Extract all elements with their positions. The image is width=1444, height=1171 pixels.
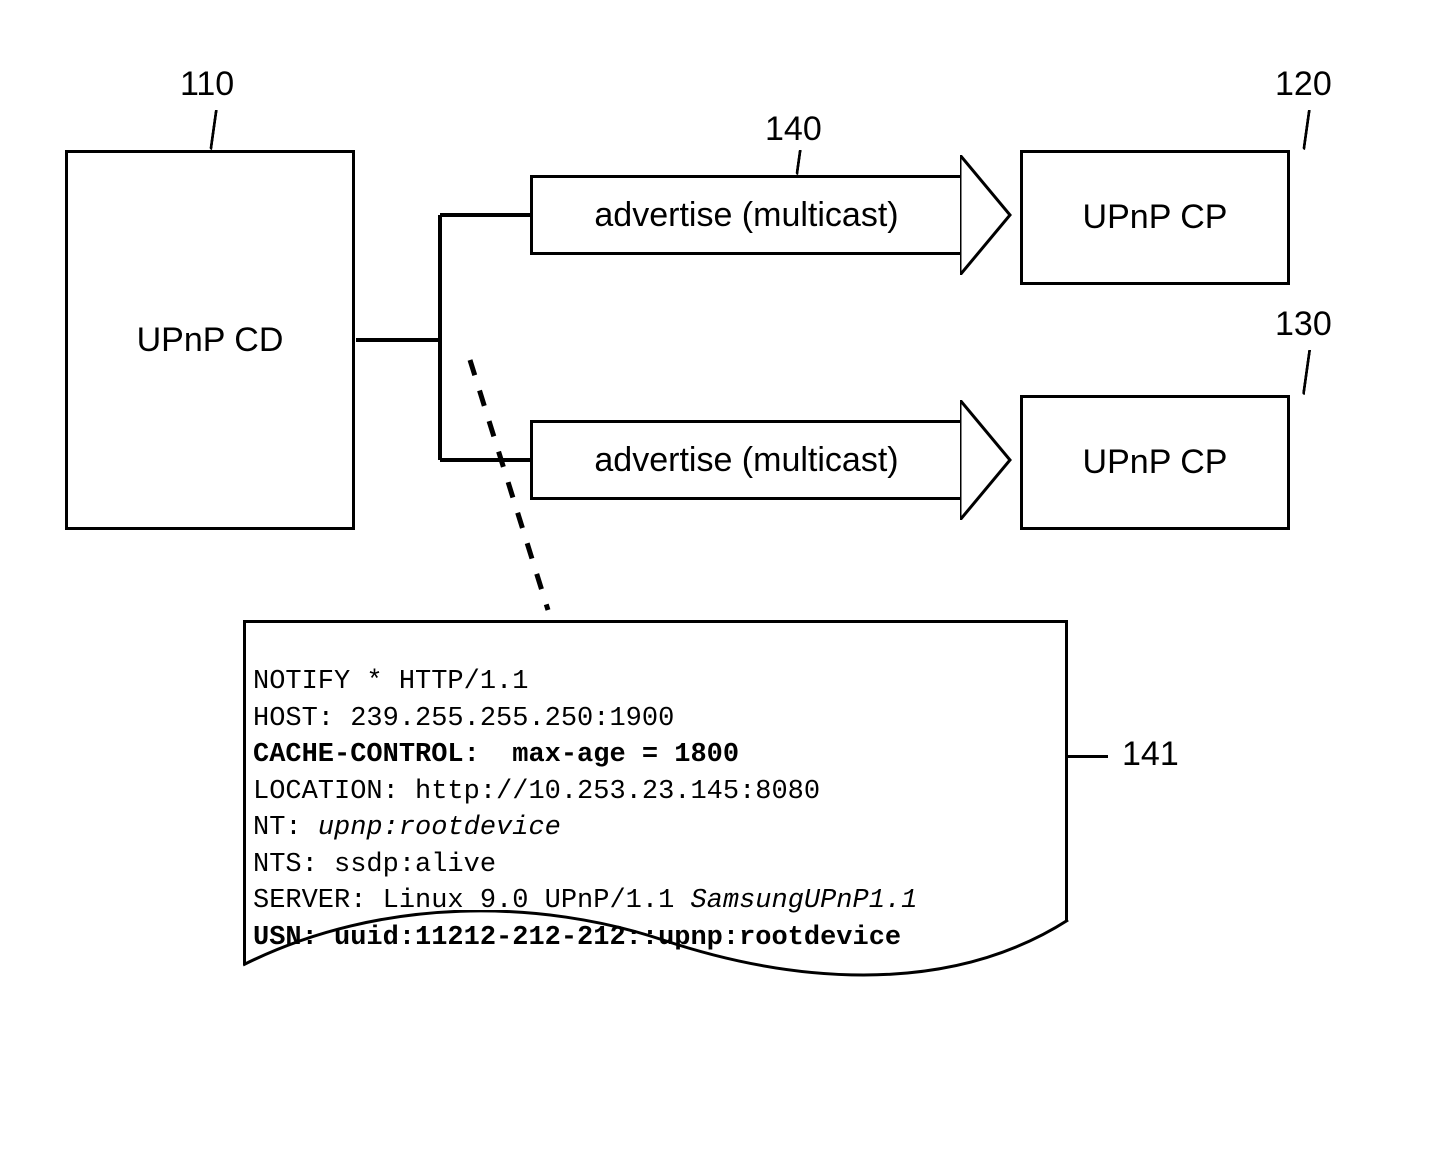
upnp-cd-box: UPnP CD [65,150,355,530]
ref-120-tick [1302,110,1311,150]
packet-l2: HOST: 239.255.255.250:1900 [253,704,674,734]
arrow1-body: advertise (multicast) [530,175,960,255]
packet-container: NOTIFY * HTTP/1.1 HOST: 239.255.255.250:… [243,620,1068,980]
packet-l3: CACHE-CONTROL: max-age = 1800 [253,740,739,770]
arrow2-head [960,400,1020,520]
diagram-canvas: 110 UPnP CD 120 UPnP CP 130 UPnP CP 140 … [0,0,1444,1171]
packet-l7b: SamsungUPnP1.1 [690,886,917,916]
ref-140: 140 [765,110,822,149]
ref-120: 120 [1275,65,1332,104]
packet-l7a: SERVER: Linux 9.0 UPnP/1.1 [253,886,690,916]
ref-130-tick [1302,350,1311,395]
arrow2-body: advertise (multicast) [530,420,960,500]
packet-l1: NOTIFY * HTTP/1.1 [253,667,528,697]
ref-141-tick [1068,755,1108,758]
arrow2-label: advertise (multicast) [594,441,898,480]
arrow1-label: advertise (multicast) [594,196,898,235]
arrow1-head [960,155,1020,275]
upnp-cp2-label: UPnP CP [1083,443,1228,482]
ref-110: 110 [180,65,234,104]
ref-140-tick [795,150,802,175]
packet-l5b: upnp:rootdevice [318,813,561,843]
ref-141: 141 [1122,735,1179,774]
packet-border-right [1065,620,1068,920]
upnp-cp1-label: UPnP CP [1083,198,1228,237]
packet-l8: USN: uuid:11212-212-212::upnp:rootdevice [253,923,901,953]
packet-l6: NTS: ssdp:alive [253,850,496,880]
ref-110-tick [209,110,218,150]
packet-border-top [243,620,1068,623]
packet-text: NOTIFY * HTTP/1.1 HOST: 239.255.255.250:… [253,628,917,956]
packet-l5a: NT: [253,813,318,843]
upnp-cd-label: UPnP CD [137,321,284,360]
packet-l4: LOCATION: http://10.253.23.145:8080 [253,777,820,807]
upnp-cp2-box: UPnP CP [1020,395,1290,530]
ref-130: 130 [1275,305,1332,344]
upnp-cp1-box: UPnP CP [1020,150,1290,285]
